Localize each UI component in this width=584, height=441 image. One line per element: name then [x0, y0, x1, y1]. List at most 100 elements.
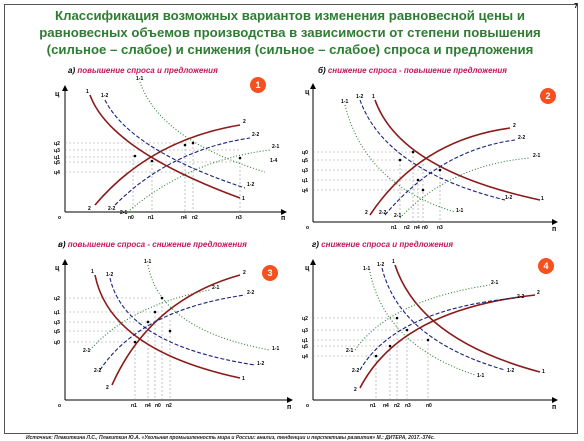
panel-2-price-tick: ц0 — [302, 150, 308, 156]
panel-1-curve-label: 1-2 — [247, 182, 254, 188]
panel-3-origin-label: о — [58, 403, 61, 409]
panel-3-curve-label: 2-1 — [83, 348, 90, 354]
panel-2: ц п о ц0 ц5 ц3 ц1 ц4 п1 п2 п4 п0 п3 1 1-… — [302, 83, 558, 233]
panel-3-curve-label: 1-2 — [106, 272, 113, 278]
panel-2-origin-label: о — [306, 225, 309, 231]
panel-2-curve-label: 2 — [365, 210, 368, 216]
panel-4-origin-label: о — [306, 403, 309, 409]
panel-2-qty-tick: п4 — [414, 225, 420, 231]
source-note: Источник: Плакиткина Л.С., Плакиткин Ю.А… — [26, 435, 435, 441]
panel-3-price-tick: ц5 — [54, 329, 60, 335]
panel-2-badge-number: 2 — [545, 91, 550, 101]
panel-4-curve-label: 1-2 — [377, 262, 384, 268]
panel-3-x-axis-label: п — [287, 404, 291, 411]
panel-1-curve-label: 1 — [86, 89, 89, 95]
panel-1-price-tick: ц3 — [54, 148, 60, 154]
panel-3-curve-label: 2-1 — [212, 285, 219, 291]
panel-2-curve-label: 1 — [372, 94, 375, 100]
panel-2-qty-tick: п0 — [422, 225, 428, 231]
panel-4-curve-label: 1 — [542, 369, 545, 375]
slide-title: Классификация возможных вариантов измене… — [10, 7, 570, 58]
panel-1-qty-tick: п0 — [128, 215, 134, 221]
page-number: 7 — [574, 3, 578, 10]
panel-3: ц п о ц2 ц1 ц3 ц5 ц0 п1 п4 п0 п2 1 1-2 1… — [54, 259, 293, 411]
panel-4-qty-tick: п1 — [370, 403, 376, 409]
panel-2-price-tick: ц3 — [302, 168, 308, 174]
panel-1-x-axis-label: п — [281, 215, 285, 222]
slide-frame — [4, 4, 578, 434]
panel-2-curve-label: 2-1 — [394, 213, 401, 219]
panel-1-curve-label: 1-2 — [101, 93, 108, 99]
panel-4-qty-tick: п0 — [426, 403, 432, 409]
panel-4-curve-label: 1-1 — [477, 373, 484, 379]
panel-2-curve-label: 2-2 — [518, 135, 525, 141]
panel-3-qty-tick: п0 — [155, 403, 161, 409]
panel-1-qty-tick: п2 — [192, 215, 198, 221]
panel-4-curve-label: 2-1 — [491, 280, 498, 286]
panel-3-curve-label: 2 — [106, 385, 109, 391]
panel-2-qty-tick: п1 — [391, 225, 397, 231]
panel-3-price-tick: ц3 — [54, 320, 60, 326]
panel-4-qty-tick: п3 — [405, 403, 411, 409]
panel-4-price-tick: ц1 — [302, 338, 308, 344]
panel-4-curve-label: 2 — [354, 387, 357, 393]
panel-4-badge — [538, 258, 554, 274]
panel-3-curve-label: 2-2 — [247, 290, 254, 296]
panel-4: ц п о ц2 ц3 ц1 ц5 ц4 п1 п4 п2 п3 п0 1 1-… — [302, 258, 558, 411]
panel-4-price-tick: ц5 — [302, 344, 308, 350]
panel-2-price-tick: ц1 — [302, 178, 308, 184]
panel-4-curve-label: 2 — [537, 290, 540, 296]
title-line-3: (сильное – слабое) и снижения (сильное –… — [46, 42, 534, 57]
panel-1-price-tick: ц5 — [54, 160, 60, 166]
panel-3-curve-label: 2-2 — [94, 368, 101, 374]
panel-1-badge-number: 1 — [255, 80, 260, 90]
panel-3-price-tick: ц1 — [54, 310, 60, 316]
panel-3-qty-tick: п4 — [145, 403, 151, 409]
panel-1-curve-label: 1-4 — [270, 158, 277, 164]
panel-3-curve-label: 1 — [242, 376, 245, 382]
panel-4-price-tick: ц3 — [302, 328, 308, 334]
panel-3-curve-label: 1-1 — [144, 259, 151, 265]
panel-3-price-tick: ц0 — [54, 340, 60, 346]
panel-1-curve-label: 1 — [242, 196, 245, 202]
panel-4-qty-tick: п4 — [383, 403, 389, 409]
panel-2-curve-label: 1 — [541, 196, 544, 202]
panel-4-qty-tick: п2 — [394, 403, 400, 409]
panel-3-price-tick: ц2 — [54, 296, 60, 302]
panel-1-y-axis-label: ц — [55, 91, 60, 98]
panel-2-price-tick: ц4 — [302, 188, 308, 194]
panel-3-curve-label: 1-1 — [272, 346, 279, 352]
panel-3-curve-label: 1-2 — [257, 361, 264, 367]
panel-d-caption: г) снижение спроса и предложения — [312, 240, 454, 249]
panel-a-caption: а) повышение спроса и предложения — [68, 66, 218, 75]
panel-4-x-axis-label: п — [552, 404, 556, 411]
panel-1-badge — [250, 77, 266, 93]
panel-3-badge — [262, 265, 278, 281]
panel-3-qty-tick: п2 — [166, 403, 172, 409]
panel-1-price-tick: ц2 — [54, 141, 60, 147]
panel-3-curve-label: 1 — [91, 269, 94, 275]
panel-1-price-tick: ц1 — [54, 155, 60, 161]
panel-1-qty-tick: п1 — [148, 215, 154, 221]
panel-4-y-axis-label: ц — [305, 265, 310, 272]
panel-2-curve-label: 2-1 — [533, 153, 540, 159]
panel-1-qty-tick: п3 — [236, 215, 242, 221]
panel-2-curve-label: 1-2 — [505, 195, 512, 201]
panel-4-curve-label: 1 — [392, 259, 395, 265]
panel-1-curve-label: 1-1 — [136, 76, 143, 82]
panel-2-curve-label: 1-1 — [456, 208, 463, 214]
panel-2-curve-label: 2 — [513, 123, 516, 129]
panel-1-qty-tick: п4 — [181, 215, 187, 221]
panel-3-curve-label: 2 — [243, 270, 246, 276]
panel-4-curve-label: 1-2 — [507, 368, 514, 374]
panel-1-curve-label: 2-1 — [120, 210, 127, 216]
panel-4-curve-label: 2-2 — [517, 294, 524, 300]
panel-2-curve-label: 2-2 — [379, 210, 386, 216]
panel-4-curve-label: 1-1 — [363, 266, 370, 272]
panel-3-qty-tick: п1 — [131, 403, 137, 409]
panel-1-price-tick: ц4 — [54, 170, 60, 176]
panel-1-curve-label: 2-2 — [108, 206, 115, 212]
panel-4-price-tick: ц4 — [302, 354, 308, 360]
panel-2-curve-label: 1-2 — [356, 94, 363, 100]
panel-3-badge-number: 3 — [267, 268, 272, 278]
